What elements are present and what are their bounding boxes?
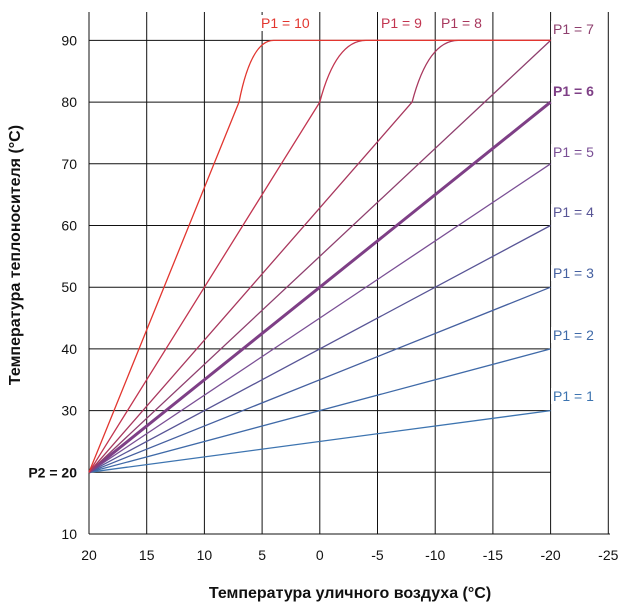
series-label-backdrop xyxy=(379,15,425,31)
series-line-p1-3 xyxy=(88,286,551,473)
series-label-p1-9: P1 = 9 xyxy=(381,15,422,31)
x-tick-label: -20 xyxy=(540,547,560,563)
x-tick-label: -15 xyxy=(483,547,503,563)
x-tick-label: -25 xyxy=(598,547,618,563)
series-label-p1-6: P1 = 6 xyxy=(553,83,594,99)
x-tick-label: 20 xyxy=(81,547,97,563)
series-label-p1-8: P1 = 8 xyxy=(441,15,482,31)
series-label-backdrop xyxy=(551,265,597,281)
series-label-backdrop xyxy=(551,144,597,160)
series-label-backdrop xyxy=(551,327,597,343)
series-line-p1-6 xyxy=(88,100,552,474)
series-line-p1-1 xyxy=(88,409,551,473)
series-label-backdrop xyxy=(439,15,485,31)
x-axis-title: Температура уличного воздуха (°C) xyxy=(209,585,491,602)
y-tick-label: P2 = 20 xyxy=(28,464,77,480)
y-tick-label: 50 xyxy=(61,279,77,295)
series-line-p1-4 xyxy=(88,224,551,473)
x-tick-label: 0 xyxy=(316,547,324,563)
x-tick-label: -5 xyxy=(371,547,384,563)
vertical-gridlines xyxy=(146,12,609,534)
y-tick-label: 30 xyxy=(61,403,77,419)
y-tick-label: 70 xyxy=(61,156,77,172)
series-label-p1-2: P1 = 2 xyxy=(553,327,594,343)
series-line-p1-7 xyxy=(88,39,552,473)
x-tick-label: 15 xyxy=(139,547,155,563)
series-label-p1-4: P1 = 4 xyxy=(553,204,594,220)
y-tick-label: 40 xyxy=(61,341,77,357)
series-line-p1-5 xyxy=(88,163,551,473)
x-tick-label: -10 xyxy=(425,547,445,563)
series-labels: P1 = 1 P1 = 2 P1 = 3 P1 = 4 P1 = 5 P1 = 6 P1 =… xyxy=(259,15,597,404)
series-label-p1-1: P1 = 1 xyxy=(553,388,594,404)
series-label-backdrop xyxy=(259,15,312,31)
series-label-backdrop xyxy=(551,21,597,37)
y-tick-labels: 10 P2 = 20 30 40 50 60 70 80 90 xyxy=(28,32,77,542)
y-tick-label: 60 xyxy=(61,218,77,234)
chart-axes xyxy=(88,12,610,535)
x-tick-label: 5 xyxy=(258,547,266,563)
y-axis-title: Температура теплоносителя (°C) xyxy=(7,125,24,385)
series-label-backdrop xyxy=(551,204,597,220)
series-lines xyxy=(88,39,552,474)
y-tick-label: 80 xyxy=(61,94,77,110)
series-line-p1-2 xyxy=(88,348,551,473)
series-label-backdrop xyxy=(551,388,597,404)
series-label-p1-3: P1 = 3 xyxy=(553,265,594,281)
y-tick-label: 10 xyxy=(61,526,77,542)
series-label-p1-5: P1 = 5 xyxy=(553,144,594,160)
series-label-p1-7: P1 = 7 xyxy=(553,21,594,37)
x-tick-label: 10 xyxy=(197,547,213,563)
x-tick-labels: 20 15 10 5 0 -5 -10 -15 -20 -25 xyxy=(81,547,618,563)
y-tick-label: 90 xyxy=(61,32,77,48)
series-label-backdrop xyxy=(551,83,597,99)
series-line-p1-10 xyxy=(88,39,551,473)
series-label-p1-10: P1 = 10 xyxy=(261,15,310,31)
